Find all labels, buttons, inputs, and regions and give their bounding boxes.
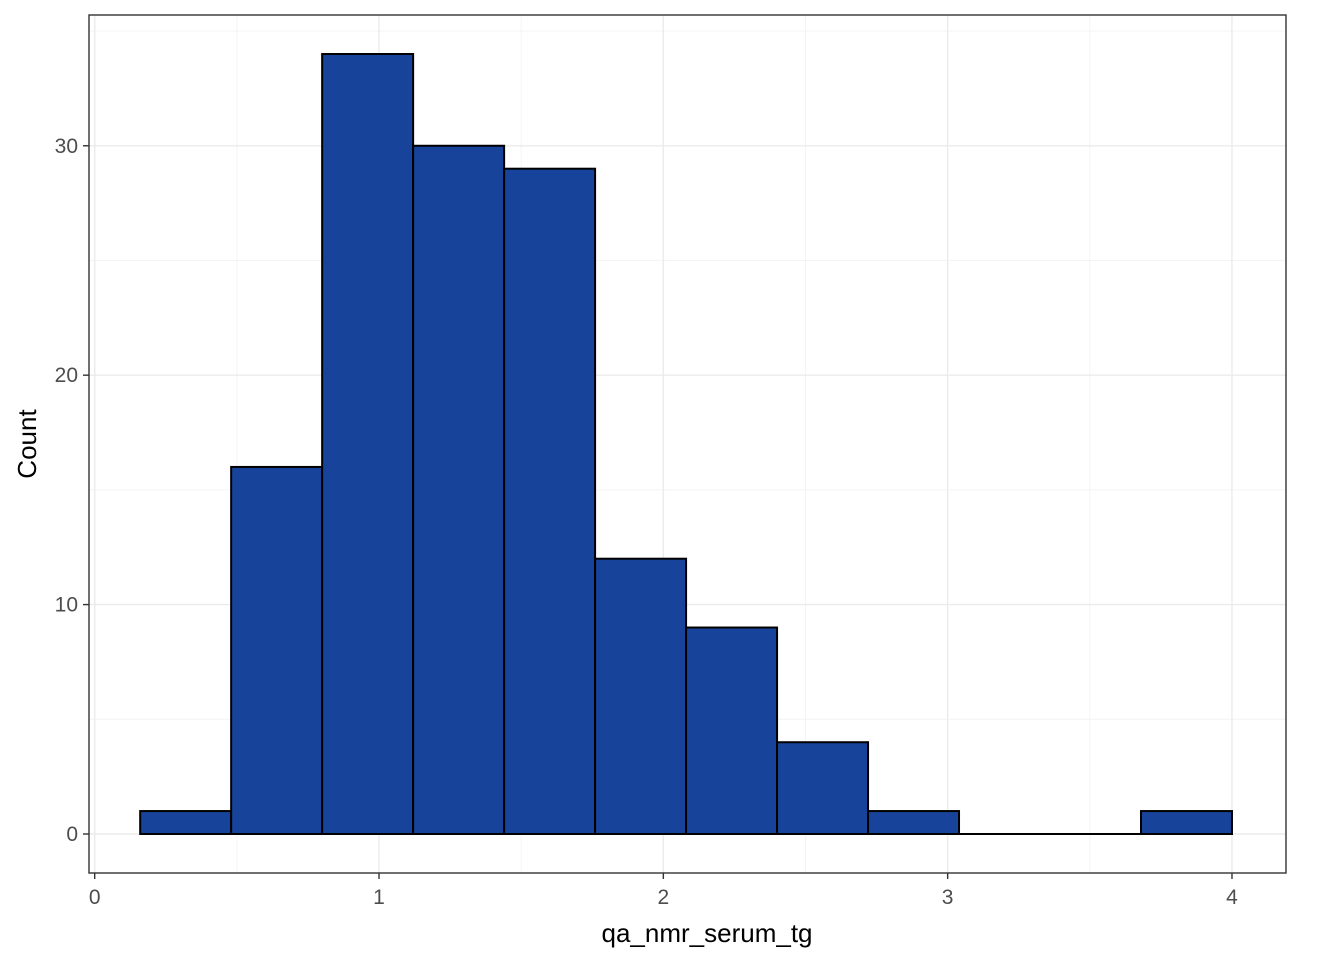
x-tick-label: 2: [657, 886, 669, 909]
y-tick-label: 10: [55, 594, 78, 617]
histogram-bar: [230, 465, 324, 835]
y-axis: 0 10 20 30: [55, 135, 89, 846]
x-tick-label: 4: [1226, 886, 1238, 909]
histogram-bar: [594, 557, 688, 835]
y-tick-label: 20: [55, 364, 78, 387]
y-tick-label: 0: [66, 823, 78, 846]
x-tick-label: 1: [373, 886, 385, 909]
y-tick-label: 30: [55, 135, 78, 158]
x-tick-label: 0: [89, 886, 101, 909]
histogram-bar: [412, 144, 506, 835]
histogram-bars: [139, 53, 1233, 836]
histogram-bar: [685, 626, 779, 835]
x-axis-title: qa_nmr_serum_tg: [602, 918, 813, 948]
x-axis: 0 1 2 3 4: [89, 873, 1238, 909]
plot-panel-border: [88, 14, 1287, 874]
histogram-bar: [503, 167, 597, 836]
histogram-bar: [1139, 810, 1233, 836]
histogram-bar: [139, 810, 233, 836]
histogram-bar: [321, 53, 415, 835]
y-axis-title: Count: [12, 409, 42, 479]
histogram-bar: [776, 741, 870, 835]
x-tick-label: 3: [942, 886, 954, 909]
histogram-bar: [867, 810, 961, 836]
